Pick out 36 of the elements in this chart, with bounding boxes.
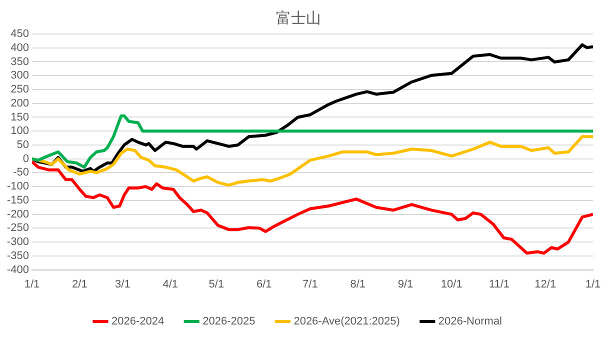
y-tick-label: -250: [6, 222, 30, 234]
x-tick-label: 11/1: [488, 278, 510, 290]
y-tick-label: 50: [16, 138, 30, 151]
legend-label: 2026-Ave(2021:2025): [294, 316, 400, 328]
y-tick-label: -300: [6, 236, 30, 248]
y-tick-label: -150: [6, 194, 30, 206]
x-tick-label: 8/1: [350, 278, 366, 290]
x-tick-label: 9/1: [398, 278, 414, 290]
y-tick-label: 250: [10, 84, 30, 96]
y-tick-label: 400: [10, 42, 30, 54]
chart-title: 富士山: [276, 8, 321, 27]
y-tick-label: -400: [6, 264, 30, 276]
x-tick-label: 4/1: [162, 278, 178, 290]
x-tick-label: 10/1: [440, 278, 462, 290]
y-tick-label: 200: [10, 97, 30, 110]
x-tick-label: 6/1: [256, 278, 272, 290]
x-tick-label: 3/1: [115, 278, 130, 290]
x-tick-label: 1/1: [585, 278, 601, 290]
legend-label: 2026-2024: [111, 316, 164, 328]
y-tick-label: -50: [13, 166, 30, 179]
y-tick-label: 100: [10, 125, 30, 138]
y-tick-label: 350: [10, 56, 30, 68]
x-tick-label: 5/1: [208, 278, 224, 290]
y-tick-label: -350: [6, 250, 30, 262]
y-tick-label: 450: [10, 28, 30, 40]
y-tick-label: 300: [10, 70, 30, 82]
x-tick-label: 7/1: [302, 278, 318, 290]
y-tick-label: -100: [6, 180, 30, 193]
y-tick-label: 150: [10, 111, 30, 124]
legend-label: 2026-Normal: [438, 316, 502, 328]
x-tick-label: 1/1: [24, 278, 40, 290]
x-tick-label: 12/1: [534, 278, 556, 290]
y-tick-label: 0: [22, 152, 30, 165]
legend-label: 2026-2025: [202, 316, 256, 328]
y-tick-label: -200: [6, 208, 30, 220]
x-tick-label: 2/1: [72, 278, 88, 290]
